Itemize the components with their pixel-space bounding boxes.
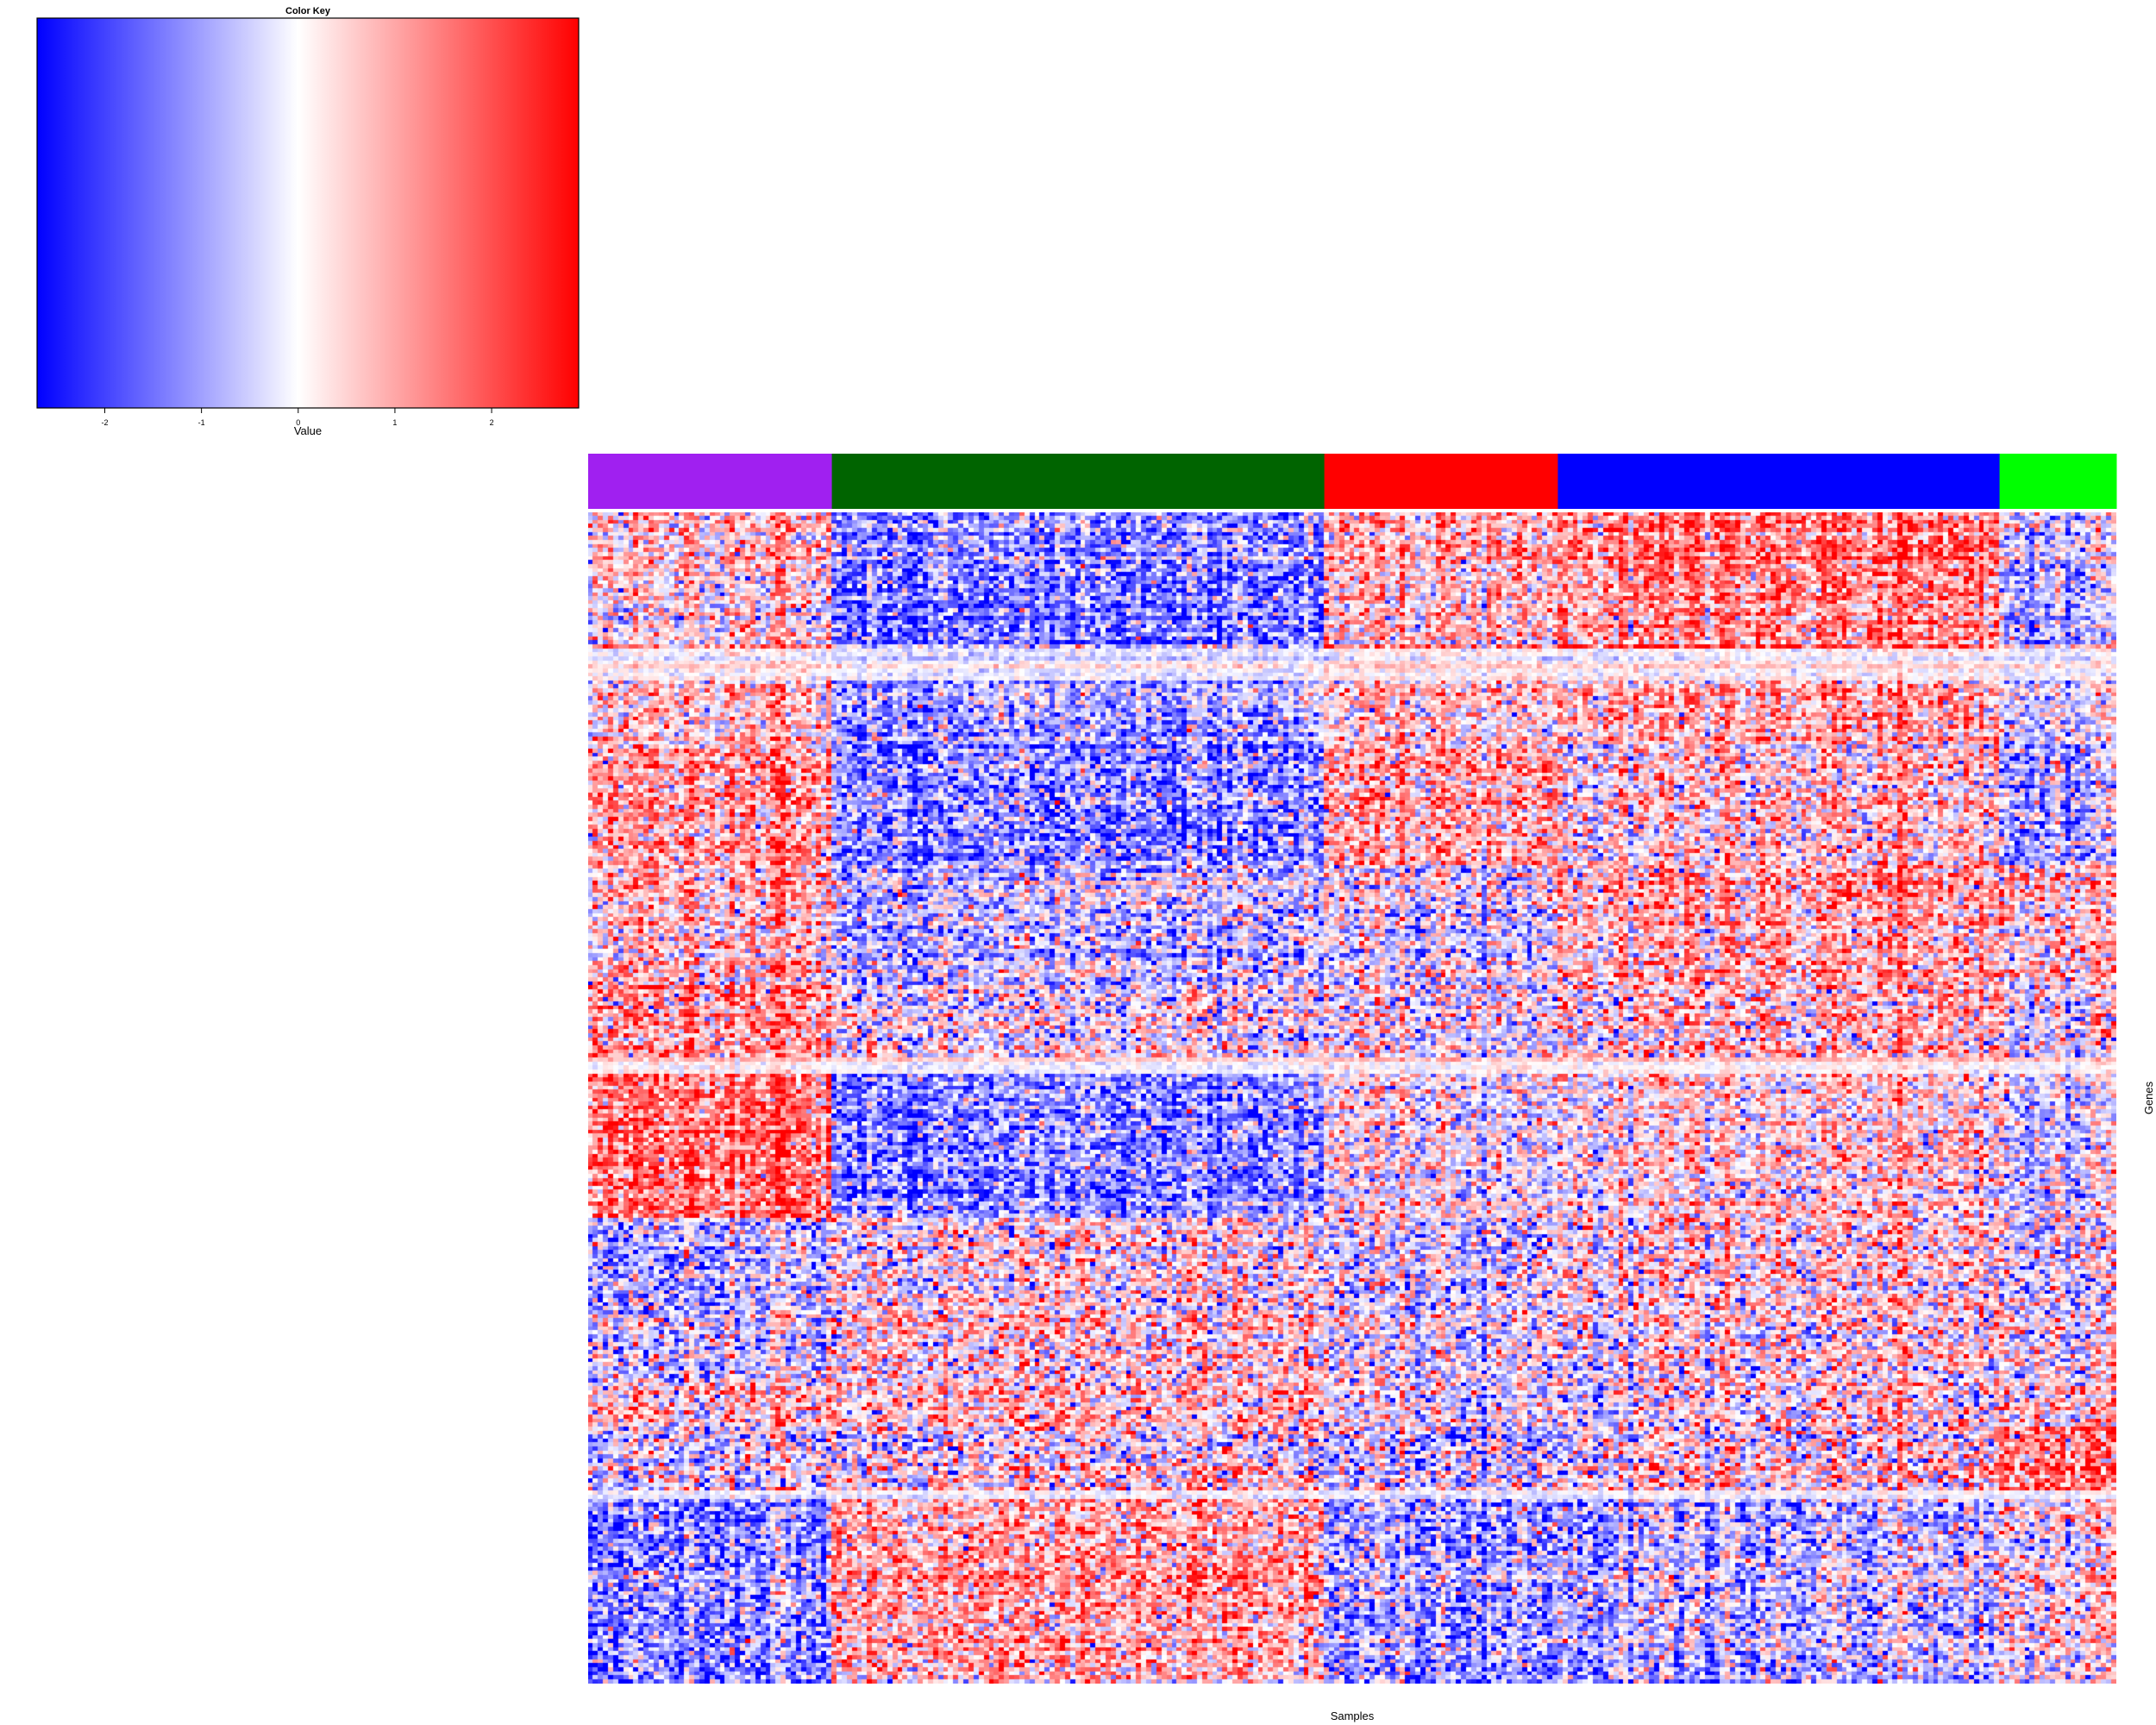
color-key-frame — [36, 17, 580, 409]
column-group-5 — [1999, 454, 2117, 509]
color-key-ticks: -2 -1 0 1 2 — [101, 408, 494, 427]
color-key-gradient — [37, 18, 579, 408]
column-group-3 — [1324, 454, 1558, 509]
heatmap-matrix — [588, 512, 2116, 1684]
column-group-2 — [831, 454, 1326, 509]
color-key-title: Color Key — [285, 6, 331, 16]
column-group-bar — [588, 454, 2117, 509]
column-group-1 — [588, 454, 833, 509]
color-key-tick-label: -2 — [101, 418, 108, 427]
color-key-tick-label: 1 — [392, 418, 397, 427]
y-axis-label: Genes — [2142, 1081, 2155, 1114]
color-key-tick-label: 0 — [296, 418, 300, 427]
color-key: Color Key -2 -1 0 1 2 Value — [36, 6, 580, 437]
column-group-4 — [1557, 454, 2001, 509]
color-key-xlabel: Value — [294, 424, 322, 437]
x-axis-label: Samples — [1331, 1709, 1375, 1722]
color-key-tick-label: 2 — [490, 418, 494, 427]
color-key-tick-label: -1 — [198, 418, 205, 427]
